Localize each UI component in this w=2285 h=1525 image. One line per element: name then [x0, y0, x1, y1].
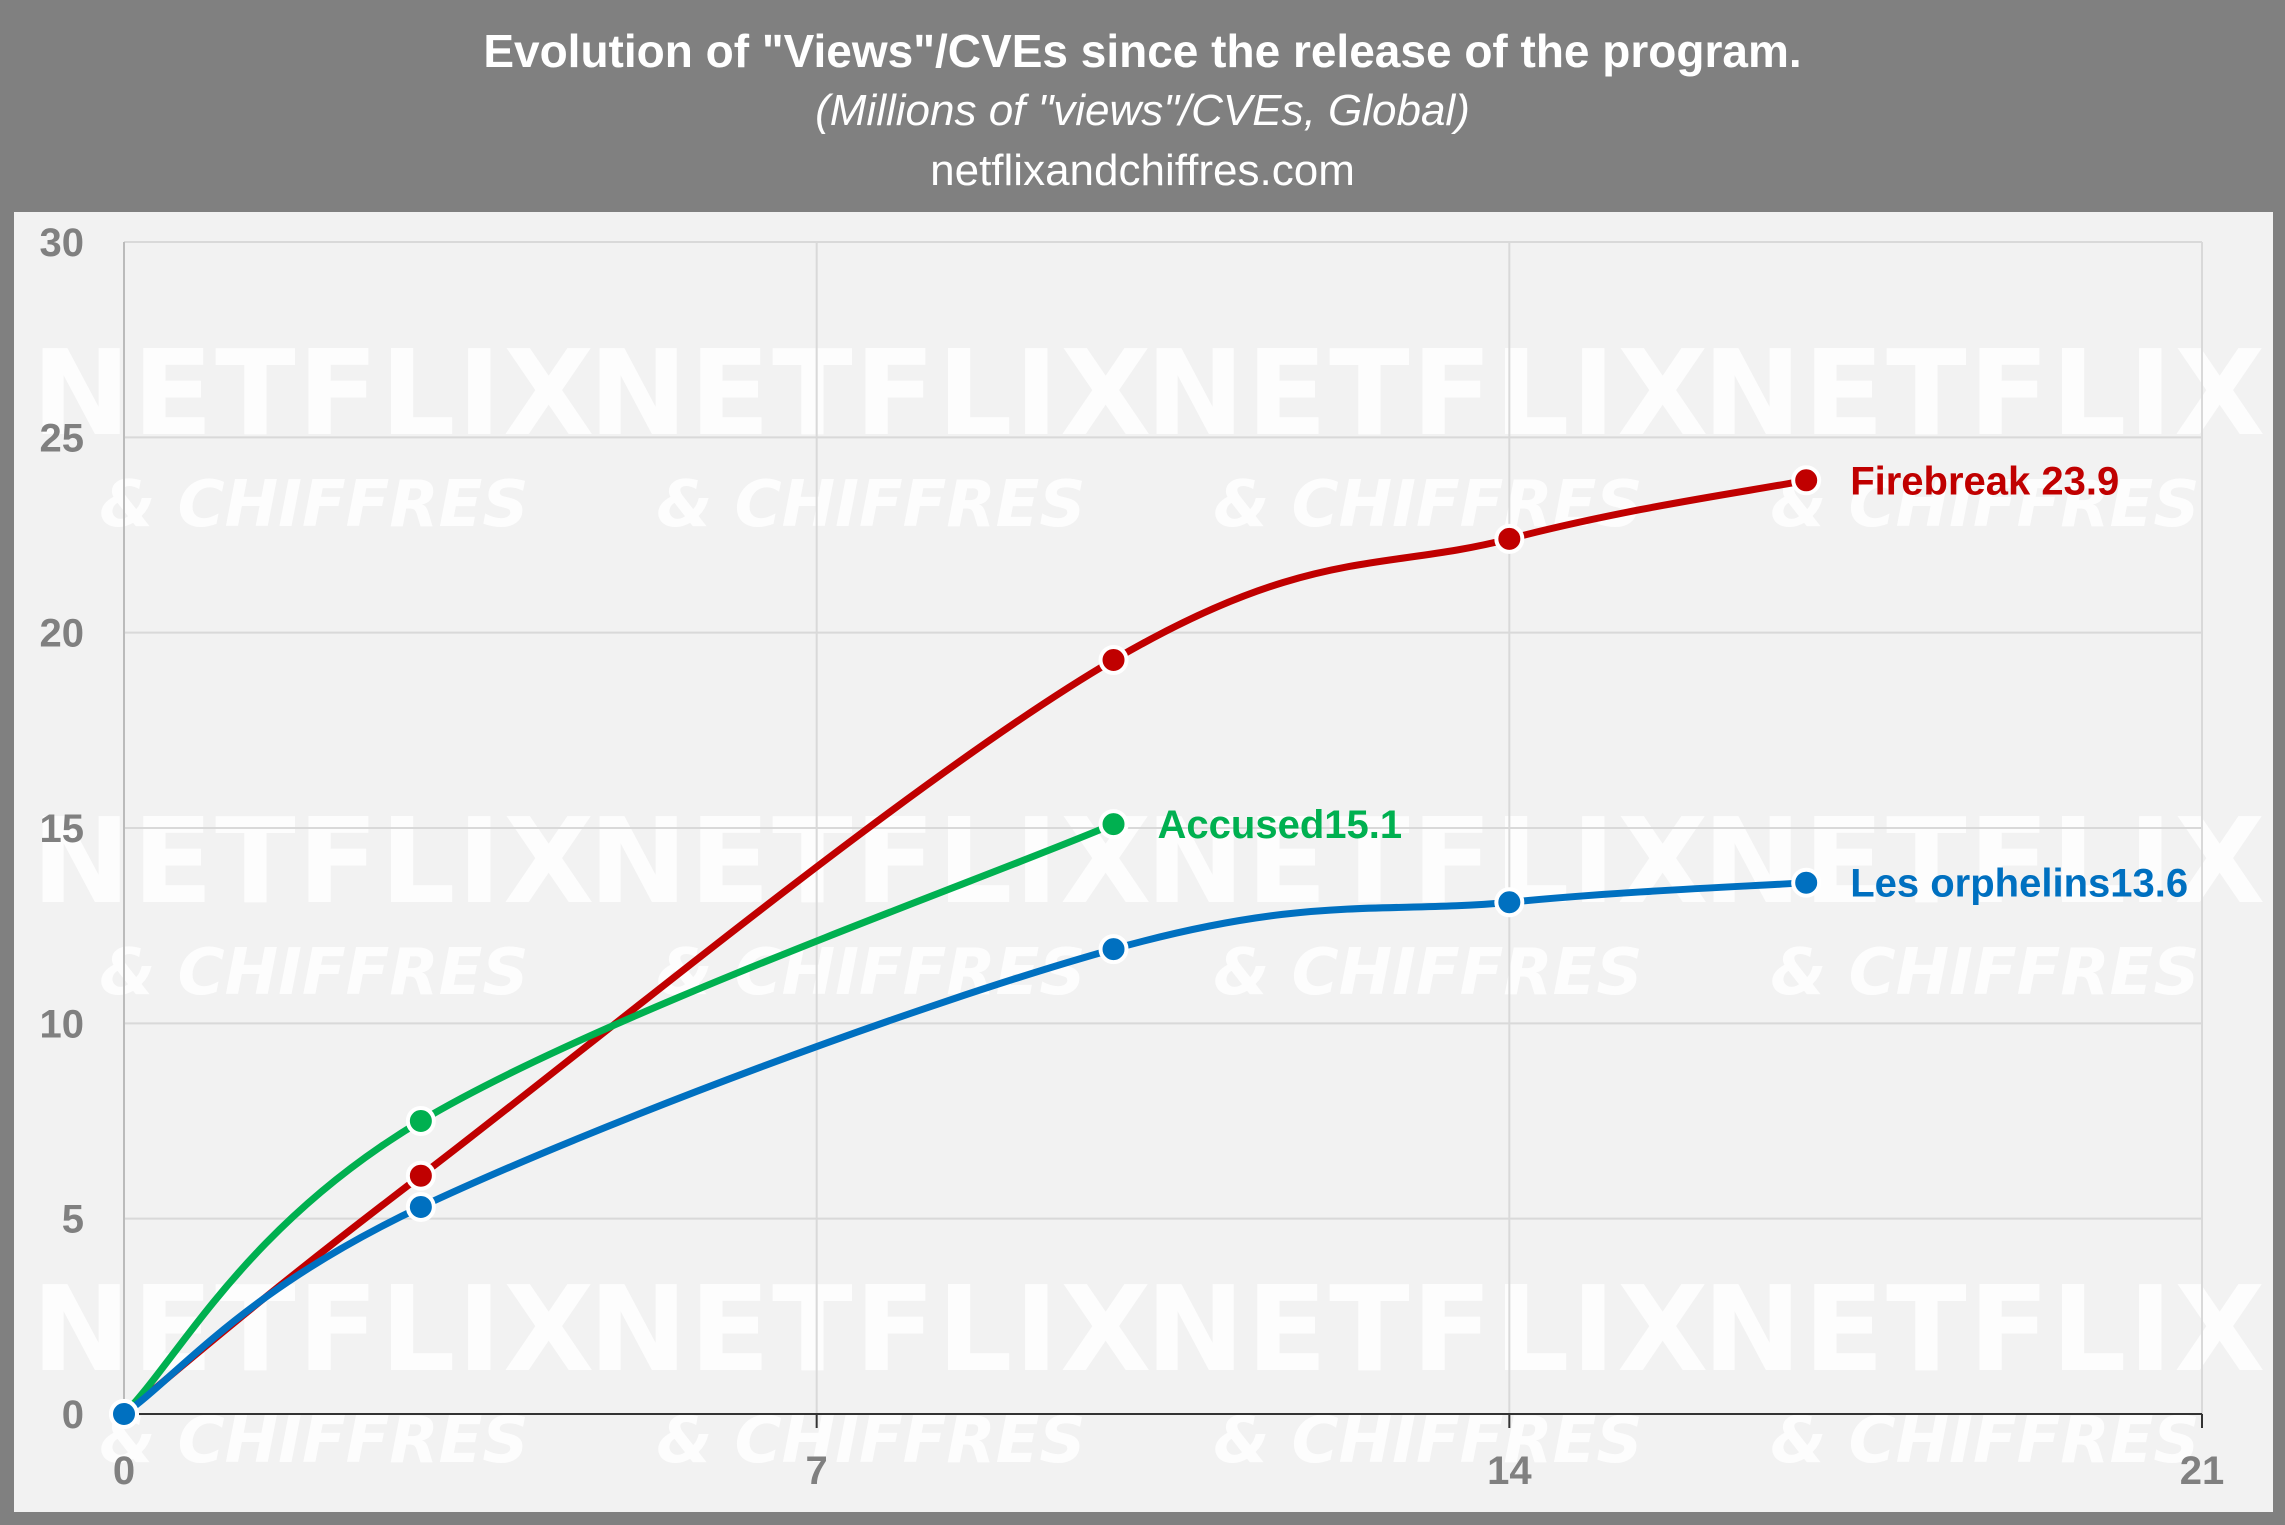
watermark-chiffres: & CHIFFRES	[100, 1404, 529, 1478]
data-point	[1494, 523, 1525, 554]
series-line-accused	[120, 820, 1118, 1418]
watermark-chiffres: & CHIFFRES	[100, 936, 529, 1010]
series-line-les-orphelins	[120, 879, 1810, 1418]
watermark-chiffres: & CHIFFRES	[1214, 936, 1643, 1010]
data-point	[1098, 645, 1129, 676]
watermark-netflix: NETFLIX	[32, 1260, 597, 1398]
x-tick-label: 14	[1487, 1449, 1532, 1493]
y-tick-label: 15	[40, 807, 85, 851]
series-end-label: Les orphelins13.6	[1850, 862, 2188, 906]
data-point	[1098, 934, 1129, 965]
data-point	[405, 1160, 436, 1191]
chart-source: netflixandchiffres.com	[930, 146, 1355, 195]
watermark-chiffres: & CHIFFRES	[1214, 468, 1643, 542]
title-block: Evolution of "Views"/CVEs since the rele…	[0, 0, 2285, 212]
watermark-netflix: NETFLIX	[1146, 324, 1711, 462]
chart-subtitle: (Millions of "views"/CVEs, Global)	[815, 86, 1470, 135]
watermark-netflix: NETFLIX	[1146, 1260, 1711, 1398]
plot-panel: NETFLIX & CHIFFRES NETFLIX & CHIFFRES NETFLI…	[14, 212, 2273, 1512]
y-tick-label: 0	[62, 1393, 84, 1437]
x-tick-label: 0	[113, 1449, 135, 1493]
data-point	[109, 1399, 139, 1429]
watermark-chiffres: & CHIFFRES	[657, 1404, 1086, 1478]
watermark-netflix: NETFLIX	[589, 792, 1154, 930]
watermark-chiffres: & CHIFFRES	[1771, 1404, 2200, 1478]
watermark-chiffres: & CHIFFRES	[657, 468, 1086, 542]
watermark-chiffres: & CHIFFRES	[1771, 468, 2200, 542]
series-les-orphelins: Les orphelins13.6	[109, 862, 2188, 1429]
watermark-chiffres: & CHIFFRES	[657, 936, 1086, 1010]
y-tick-label: 25	[40, 416, 85, 460]
data-point	[1791, 867, 1822, 898]
data-point	[1098, 809, 1129, 840]
data-point	[1494, 887, 1525, 918]
data-point	[405, 1106, 436, 1136]
series-firebreak: Firebreak 23.9	[109, 459, 2119, 1429]
watermark-netflix: NETFLIX	[589, 324, 1154, 462]
series-end-label: Firebreak 23.9	[1850, 459, 2119, 503]
x-tick-label: 21	[2180, 1449, 2225, 1493]
series-line-firebreak	[120, 476, 1810, 1418]
x-tick-label: 7	[806, 1449, 828, 1493]
y-tick-label: 5	[62, 1198, 84, 1242]
watermark-netflix: NETFLIX	[1703, 792, 2268, 930]
y-tick-label: 20	[40, 612, 85, 656]
data-point	[1791, 465, 1822, 496]
watermark-chiffres: & CHIFFRES	[1214, 1404, 1643, 1478]
watermark-netflix: NETFLIX	[32, 792, 597, 930]
watermark-chiffres: & CHIFFRES	[1771, 936, 2200, 1010]
watermark-netflix: NETFLIX	[32, 324, 597, 462]
series-accused: Accused15.1	[109, 803, 1403, 1429]
chart-title: Evolution of "Views"/CVEs since the rele…	[483, 25, 1802, 77]
y-tick-label: 30	[40, 221, 85, 265]
watermark-chiffres: & CHIFFRES	[100, 468, 529, 542]
data-point	[405, 1191, 436, 1222]
watermark-netflix: NETFLIX	[589, 1260, 1154, 1398]
watermark-netflix: NETFLIX	[1703, 1260, 2268, 1398]
watermark-netflix: NETFLIX	[1703, 324, 2268, 462]
series-end-label: Accused15.1	[1158, 803, 1403, 847]
y-tick-label: 10	[40, 1002, 85, 1046]
